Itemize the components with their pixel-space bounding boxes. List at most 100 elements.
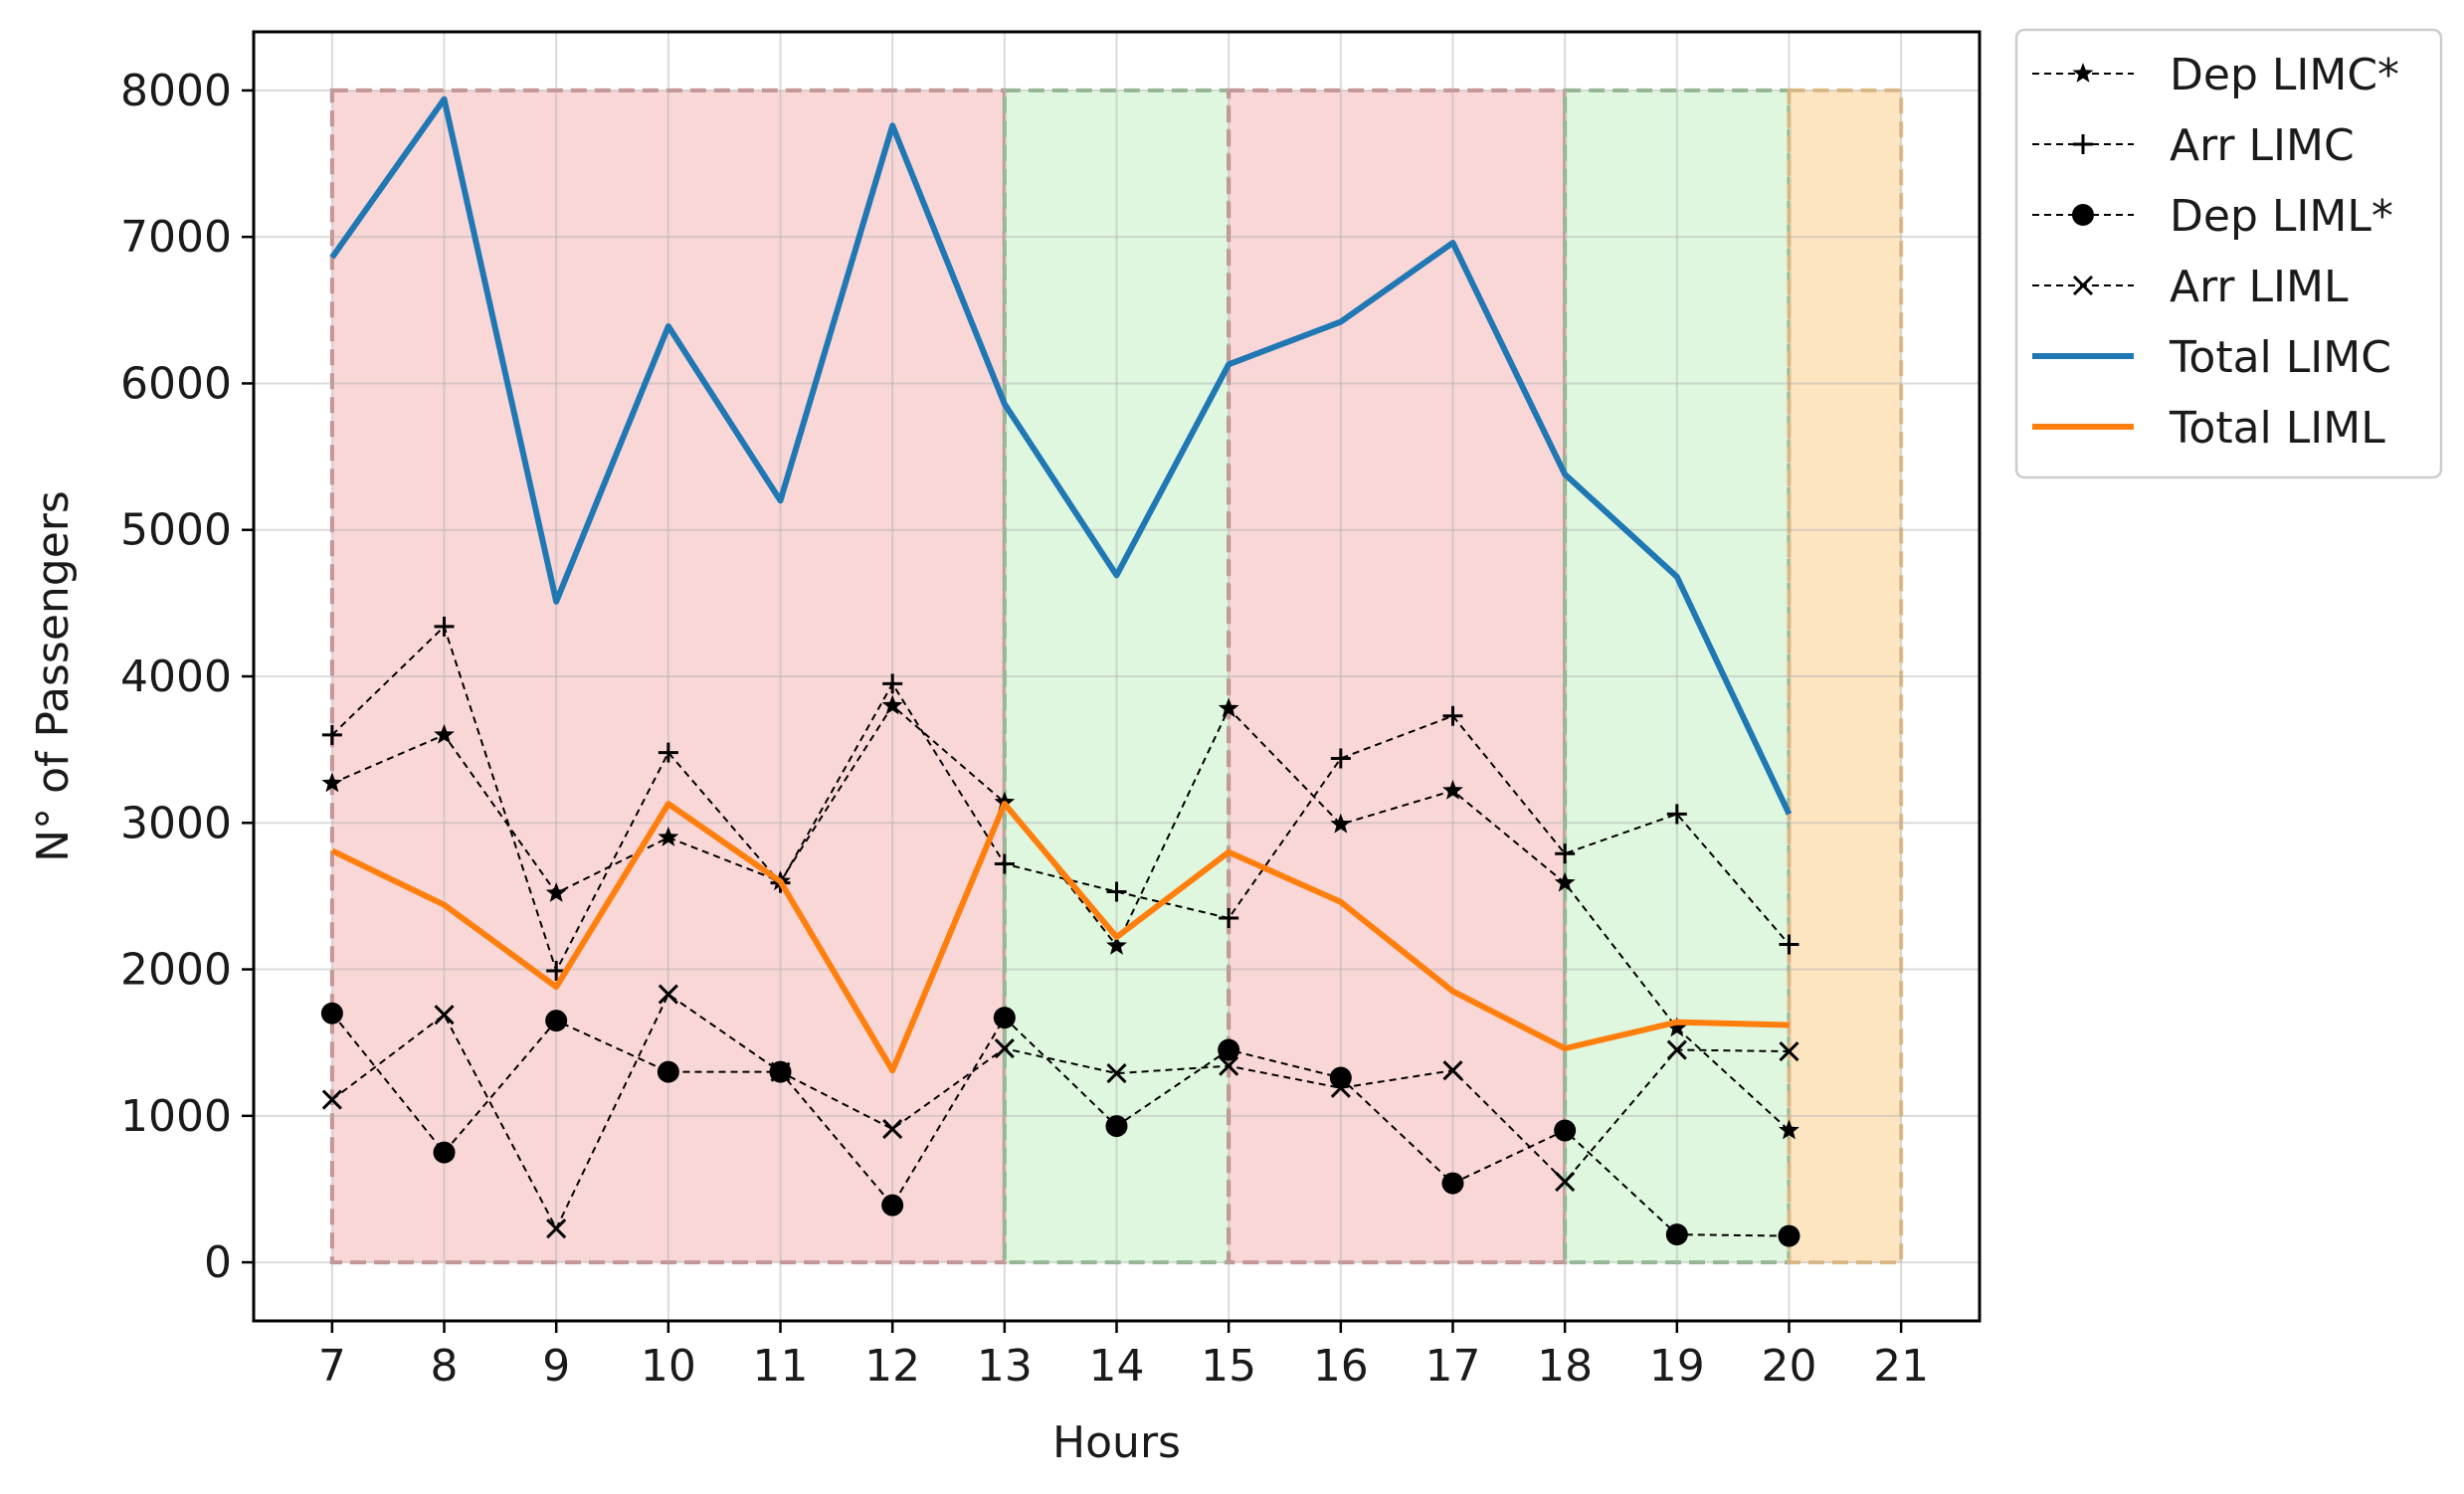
point-arr-liml-10	[658, 984, 678, 1005]
point-dep-limc-12	[881, 694, 903, 715]
legend-marker-arr-limc	[2073, 134, 2093, 154]
point-dep-liml-8	[433, 1141, 456, 1164]
region-4	[1787, 88, 1904, 1265]
point-arr-liml-18	[1555, 1172, 1576, 1193]
y-tick-label-1000: 1000	[120, 1091, 232, 1142]
point-arr-limc-12	[882, 673, 903, 694]
point-arr-liml-16	[1330, 1077, 1351, 1098]
point-dep-liml-14	[1105, 1115, 1128, 1138]
x-tick-label-19: 19	[1649, 1341, 1705, 1392]
legend: Dep LIMC* Arr LIMC Dep LIML* Arr LIML Total …	[2014, 28, 2443, 479]
grid-lines	[254, 32, 1980, 1321]
legend-entry-arr-liml: Arr LIML	[2032, 262, 2349, 312]
point-arr-liml-9-b	[546, 1218, 567, 1239]
series-line-arr-liml	[331, 993, 1790, 1230]
legend-label-dep-liml: Dep LIML*	[2170, 191, 2393, 242]
point-arr-liml-8	[434, 1005, 455, 1026]
point-dep-liml-19	[1665, 1223, 1688, 1246]
point-dep-limc-19	[1666, 1017, 1688, 1037]
point-arr-liml-9	[546, 1218, 567, 1239]
point-arr-liml-15-b	[1219, 1055, 1239, 1076]
y-tick-label-8000: 8000	[120, 66, 232, 116]
series-total-limc	[329, 95, 1793, 816]
point-dep-limc-16	[1330, 813, 1352, 834]
series-dep-liml	[320, 1002, 1801, 1247]
x-tick-label-11: 11	[753, 1341, 809, 1392]
x-tick-label-17: 17	[1424, 1341, 1480, 1392]
point-arr-limc-16	[1330, 748, 1351, 769]
y-tick-label-0: 0	[204, 1237, 232, 1288]
legend-box	[2014, 28, 2443, 479]
legend-label-arr-limc: Arr LIMC	[2170, 120, 2355, 171]
point-dep-liml-10	[657, 1060, 679, 1083]
series-total-liml	[330, 801, 1790, 1074]
point-arr-liml-17-b	[1442, 1060, 1463, 1081]
series-line-total-liml	[330, 801, 1790, 1074]
y-axis-ticks: 0 1000 2000 3000 4000 5000 6000 7000 8000	[120, 66, 254, 1288]
legend-entry-total-limc: Total LIMC	[2032, 332, 2391, 383]
point-arr-limc-20	[1779, 934, 1800, 955]
point-arr-liml-19	[1666, 1039, 1687, 1060]
legend-marker-arr-liml	[2072, 275, 2094, 296]
x-tick-label-12: 12	[864, 1341, 920, 1392]
x-axis-ticks: 7 8 9 10 11 12 13 14 15 16 17 18 19 20 21	[318, 1321, 1929, 1392]
series-line-dep-liml	[331, 1013, 1790, 1237]
x-tick-label-20: 20	[1761, 1341, 1816, 1392]
point-arr-limc-7	[321, 724, 342, 745]
point-arr-limc-10	[658, 742, 678, 763]
point-dep-limc-9	[545, 882, 567, 902]
point-arr-liml-8-b	[434, 1005, 455, 1026]
legend-marker-dep-liml	[2072, 204, 2094, 226]
x-tick-label-16: 16	[1313, 1341, 1369, 1392]
point-dep-limc-8	[434, 723, 455, 744]
legend-entry-arr-limc: Arr LIMC	[2032, 120, 2355, 171]
point-arr-liml-10-b	[658, 984, 678, 1005]
legend-label-total-limc: Total LIMC	[2169, 332, 2391, 383]
legend-marker-arr-liml-b	[2072, 275, 2094, 296]
point-arr-limc-15	[1219, 908, 1239, 928]
legend-entry-dep-limc: Dep LIMC*	[2032, 50, 2399, 100]
point-arr-liml-16-b	[1330, 1077, 1351, 1098]
point-dep-limc-14	[1106, 935, 1127, 955]
point-arr-liml-13	[994, 1038, 1015, 1059]
y-tick-label-2000: 2000	[120, 945, 232, 996]
point-arr-liml-20-b	[1779, 1040, 1800, 1062]
point-dep-liml-17	[1441, 1172, 1464, 1195]
x-tick-label-9: 9	[542, 1341, 570, 1392]
series-arr-limc	[321, 616, 1800, 982]
point-arr-liml-14-b	[1106, 1063, 1127, 1084]
point-arr-liml-13-b	[994, 1038, 1015, 1059]
point-dep-liml-13	[993, 1007, 1016, 1029]
legend-marker-dep-limc	[2072, 63, 2094, 83]
x-tick-label-8: 8	[431, 1341, 459, 1392]
point-arr-liml-19-b	[1666, 1039, 1687, 1060]
point-arr-liml-17	[1442, 1060, 1463, 1081]
x-tick-label-14: 14	[1089, 1341, 1145, 1392]
region-3	[1563, 88, 1792, 1265]
point-arr-liml-20	[1779, 1040, 1800, 1062]
series-arr-liml	[321, 984, 1800, 1239]
point-arr-liml-7	[321, 1089, 342, 1110]
point-dep-liml-20	[1778, 1224, 1801, 1247]
point-dep-limc-15	[1218, 697, 1239, 718]
y-tick-label-7000: 7000	[120, 212, 232, 263]
point-arr-limc-19	[1666, 804, 1687, 825]
point-arr-limc-8	[434, 616, 455, 637]
point-arr-liml-11	[770, 1061, 791, 1082]
point-arr-limc-14	[1106, 881, 1127, 902]
legend-label-arr-liml: Arr LIML	[2170, 262, 2349, 312]
x-tick-label-18: 18	[1537, 1341, 1593, 1392]
series-line-arr-limc	[331, 625, 1791, 972]
point-arr-liml-12-b	[882, 1119, 903, 1140]
legend-label-total-liml: Total LIML	[2169, 403, 2385, 454]
point-arr-limc-18	[1555, 843, 1576, 864]
shaded-regions	[329, 88, 1904, 1265]
x-tick-label-13: 13	[977, 1341, 1033, 1392]
point-arr-limc-13	[994, 853, 1015, 874]
point-arr-liml-14	[1106, 1063, 1127, 1084]
x-tick-label-15: 15	[1201, 1341, 1256, 1392]
series-line-total-limc	[329, 95, 1793, 816]
x-axis-label: Hours	[1052, 1417, 1181, 1468]
x-tick-label-7: 7	[318, 1341, 346, 1392]
